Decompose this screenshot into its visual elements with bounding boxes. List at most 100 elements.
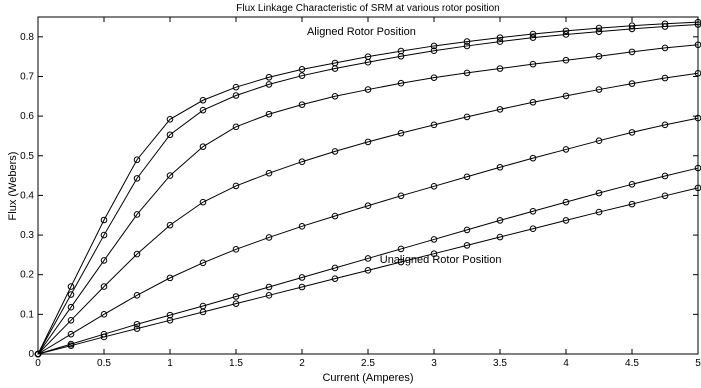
data-point-4 bbox=[100, 283, 108, 290]
data-point-1 bbox=[100, 216, 108, 224]
data-point-4 bbox=[232, 182, 240, 190]
data-point-4 bbox=[463, 113, 471, 121]
data-point-7 bbox=[199, 308, 207, 316]
data-point-3 bbox=[562, 56, 570, 64]
data-point-5 bbox=[661, 121, 669, 129]
data-point-4 bbox=[595, 86, 603, 93]
x-tick-label: 3 bbox=[431, 358, 437, 369]
x-tick-label: 3.5 bbox=[493, 358, 507, 369]
data-point-7 bbox=[661, 192, 669, 200]
x-tick-label: 5 bbox=[695, 358, 701, 369]
data-point-4 bbox=[298, 158, 306, 166]
chart-title: Flux Linkage Characteristic of SRM at va… bbox=[236, 3, 499, 14]
data-point-5 bbox=[331, 212, 339, 220]
data-point-3 bbox=[298, 101, 306, 108]
data-point-4 bbox=[397, 129, 405, 137]
series-line-6 bbox=[37, 167, 699, 355]
data-point-2 bbox=[628, 25, 636, 33]
data-point-1 bbox=[529, 30, 537, 38]
data-point-6 bbox=[628, 181, 636, 188]
x-tick-label: 0.5 bbox=[97, 358, 111, 369]
y-axis-label: Flux (Webers) bbox=[7, 152, 19, 221]
data-point-1 bbox=[67, 283, 75, 290]
data-point-7 bbox=[331, 275, 339, 282]
data-point-1 bbox=[430, 42, 438, 50]
data-point-7 bbox=[595, 208, 603, 216]
data-point-4 bbox=[133, 250, 141, 258]
data-point-5 bbox=[529, 154, 537, 162]
series-line-1 bbox=[37, 21, 699, 355]
data-point-6 bbox=[364, 255, 372, 262]
data-point-7 bbox=[166, 317, 174, 324]
series-line-2 bbox=[37, 24, 699, 355]
annotation-label: Unaligned Rotor Position bbox=[380, 254, 502, 266]
annotation-label: Aligned Rotor Position bbox=[307, 26, 416, 38]
series-line-5 bbox=[37, 117, 699, 355]
data-point-6 bbox=[562, 198, 570, 206]
data-point-7 bbox=[562, 217, 570, 224]
data-point-4 bbox=[199, 198, 207, 206]
data-point-1 bbox=[166, 115, 174, 123]
data-point-2 bbox=[166, 131, 174, 139]
data-point-3 bbox=[265, 110, 273, 118]
data-point-1 bbox=[298, 66, 306, 73]
y-tick-label: 0.2 bbox=[20, 270, 34, 281]
x-tick-label: 4.5 bbox=[625, 358, 639, 369]
data-point-6 bbox=[529, 207, 537, 215]
data-point-6 bbox=[133, 320, 141, 328]
data-point-5 bbox=[199, 259, 207, 267]
y-tick-label: 0.6 bbox=[20, 111, 34, 122]
data-point-3 bbox=[199, 143, 207, 150]
data-point-2 bbox=[100, 231, 108, 239]
data-point-3 bbox=[595, 52, 603, 60]
data-point-5 bbox=[298, 223, 306, 230]
data-point-4 bbox=[496, 106, 504, 113]
y-tick-label: 0.5 bbox=[20, 151, 34, 162]
x-tick-label: 2.5 bbox=[361, 358, 375, 369]
data-point-7 bbox=[67, 342, 75, 349]
data-point-5 bbox=[397, 192, 405, 200]
data-point-3 bbox=[430, 74, 438, 81]
data-point-2 bbox=[397, 52, 405, 60]
data-point-5 bbox=[232, 246, 240, 253]
data-point-2 bbox=[496, 38, 504, 45]
data-point-1 bbox=[265, 73, 273, 81]
series-line-4 bbox=[37, 72, 699, 355]
data-point-2 bbox=[463, 42, 471, 50]
data-point-3 bbox=[397, 79, 405, 87]
data-point-2 bbox=[661, 23, 669, 30]
data-point-5 bbox=[67, 330, 75, 338]
y-tick-label: 0.1 bbox=[20, 309, 34, 320]
y-tick-label: 0.3 bbox=[20, 230, 34, 241]
data-point-5 bbox=[595, 137, 603, 144]
data-point-7 bbox=[298, 283, 306, 291]
series-line-7 bbox=[37, 187, 699, 355]
data-point-1 bbox=[595, 24, 603, 32]
data-point-2 bbox=[232, 92, 240, 99]
data-point-4 bbox=[67, 317, 75, 324]
data-point-5 bbox=[463, 173, 471, 181]
data-point-7 bbox=[397, 258, 405, 266]
data-point-4 bbox=[529, 98, 537, 106]
data-point-2 bbox=[529, 34, 537, 41]
data-point-5 bbox=[133, 292, 141, 299]
data-point-7 bbox=[496, 233, 504, 241]
data-point-6 bbox=[265, 283, 273, 291]
data-point-3 bbox=[100, 257, 108, 264]
data-point-7 bbox=[430, 250, 438, 257]
data-point-5 bbox=[364, 202, 372, 210]
data-point-1 bbox=[232, 83, 240, 91]
data-point-3 bbox=[331, 92, 339, 100]
data-point-6 bbox=[430, 236, 438, 243]
axes-frame bbox=[37, 16, 699, 355]
y-tick-label: 0 bbox=[28, 349, 34, 360]
y-tick-label: 0.4 bbox=[20, 190, 34, 201]
data-point-4 bbox=[562, 92, 570, 100]
data-point-7 bbox=[265, 292, 273, 299]
data-point-5 bbox=[100, 311, 108, 318]
x-tick-label: 1.5 bbox=[229, 358, 243, 369]
data-point-2 bbox=[265, 81, 273, 88]
data-point-4 bbox=[265, 169, 273, 177]
data-point-2 bbox=[364, 58, 372, 66]
data-point-5 bbox=[166, 274, 174, 282]
